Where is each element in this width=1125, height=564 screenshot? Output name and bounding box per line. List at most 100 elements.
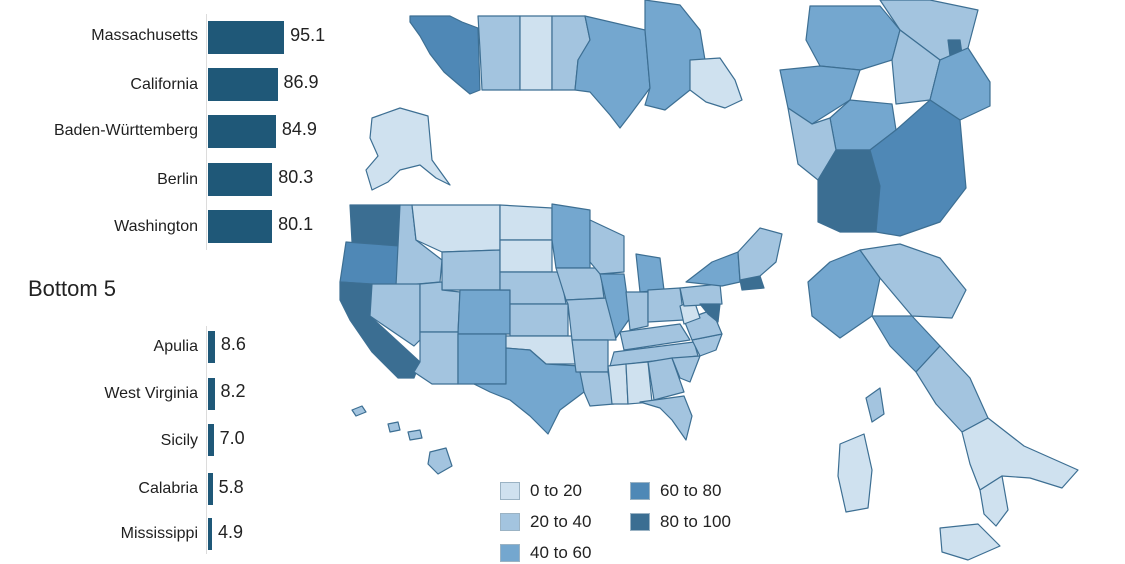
nebraska-state	[499, 271, 567, 305]
oregon-state	[339, 241, 401, 287]
germany-region	[805, 5, 901, 71]
top5-bar	[208, 68, 278, 101]
top5-bar	[208, 21, 285, 54]
sardinia-region	[837, 433, 873, 513]
top5-bar	[208, 115, 276, 148]
bottom5-title: Bottom 5	[28, 276, 117, 301]
legend-swatch	[500, 482, 520, 500]
michigan-state	[635, 253, 665, 293]
canada-region	[689, 57, 743, 109]
louisiana-state	[579, 371, 615, 407]
legend-label: 60 to 80	[660, 481, 722, 500]
top5-label: Washington	[114, 218, 198, 235]
wyoming-state	[441, 249, 501, 291]
south-carolina-state	[671, 355, 701, 383]
top5-bar	[208, 210, 273, 243]
mississippi-state	[607, 363, 629, 405]
usa-map	[339, 203, 783, 441]
maryland-state	[699, 303, 721, 323]
kansas-state	[509, 303, 569, 337]
germany-region	[891, 29, 941, 105]
arkansas-state	[571, 339, 609, 373]
bottom5-label: Sicily	[160, 432, 198, 449]
bottom5-value: 5.8	[218, 477, 244, 497]
italy-map	[807, 243, 1079, 561]
bottom5-axis	[206, 326, 207, 554]
legend-label: 40 to 60	[530, 543, 592, 562]
top5-axis	[206, 14, 207, 250]
top5-label: Massachusetts	[91, 27, 198, 44]
illinois-state	[599, 273, 631, 339]
hawaii-state	[351, 405, 453, 475]
italy-region	[807, 249, 881, 339]
legend-swatch	[630, 513, 650, 531]
top5-value: 80.1	[278, 214, 314, 234]
bottom5-value: 7.0	[219, 428, 245, 448]
arizona-state	[413, 331, 459, 385]
bottom5-label: Apulia	[153, 338, 198, 355]
bottom5-bar	[208, 378, 215, 410]
top-bottom-ranking-panel: Massachusetts 95.1 California 86.9 Baden…	[0, 0, 345, 562]
bottom5-bar	[208, 424, 214, 456]
alabama-state	[625, 361, 653, 405]
alaska-state	[365, 107, 451, 191]
legend-item: 80 to 100	[630, 511, 731, 533]
legend-swatch	[500, 544, 520, 562]
florida-state	[639, 395, 693, 441]
legend-label: 20 to 40	[530, 512, 592, 531]
bottom5-bar	[208, 331, 215, 363]
washington-state	[349, 204, 401, 247]
canada-region	[477, 15, 521, 91]
germany-map	[779, 0, 991, 237]
bavaria-region	[869, 99, 967, 237]
bottom5-label: Calabria	[138, 480, 198, 497]
sicily-region	[939, 523, 1001, 561]
top5-label: Berlin	[157, 171, 198, 188]
nevada-state	[369, 283, 421, 347]
corsica-region	[865, 387, 885, 423]
texas-state	[473, 347, 585, 435]
new-mexico-state	[457, 333, 507, 385]
legend-item: 40 to 60	[500, 542, 591, 564]
georgia-state	[647, 357, 685, 401]
bottom5-bar	[208, 473, 213, 505]
italy-region	[961, 417, 1079, 491]
italy-region	[859, 243, 967, 319]
kentucky-state	[619, 323, 691, 351]
south-dakota-state	[499, 239, 553, 273]
bottom5-label: Mississippi	[120, 525, 198, 542]
minnesota-state	[551, 203, 591, 269]
legend-swatch	[500, 513, 520, 531]
legend-item: 0 to 20	[500, 480, 582, 502]
top5-label: Baden-Württemberg	[53, 122, 198, 139]
top5-value: 80.3	[278, 167, 314, 187]
legend-swatch	[630, 482, 650, 500]
bottom5-label: West Virginia	[104, 385, 198, 402]
legend-item: 60 to 80	[630, 480, 721, 502]
map-legend: 0 to 20 20 to 40 40 to 60 60 to 80 80 to…	[500, 478, 800, 562]
new-england-state	[737, 227, 783, 281]
top5-value: 84.9	[281, 119, 317, 139]
indiana-state	[625, 291, 649, 331]
canada-region	[409, 15, 481, 95]
top5-value: 86.9	[283, 72, 319, 92]
legend-item: 20 to 40	[500, 511, 591, 533]
top5-value: 95.1	[290, 25, 326, 45]
north-dakota-state	[499, 204, 553, 241]
calabria-region	[979, 475, 1009, 527]
bottom5-bar	[208, 518, 212, 550]
legend-label: 80 to 100	[660, 512, 731, 531]
colorado-state	[457, 289, 511, 335]
bottom5-value: 8.6	[220, 334, 246, 354]
canada-map	[409, 0, 743, 129]
top5-label: California	[130, 76, 198, 93]
bottom5-value: 8.2	[220, 381, 246, 401]
canada-region	[519, 15, 553, 91]
legend-label: 0 to 20	[530, 481, 582, 500]
new-york-state	[685, 251, 741, 287]
montana-state	[411, 204, 501, 253]
bottom5-value: 4.9	[218, 522, 244, 542]
ohio-state	[647, 287, 685, 323]
top5-bar	[208, 163, 273, 196]
